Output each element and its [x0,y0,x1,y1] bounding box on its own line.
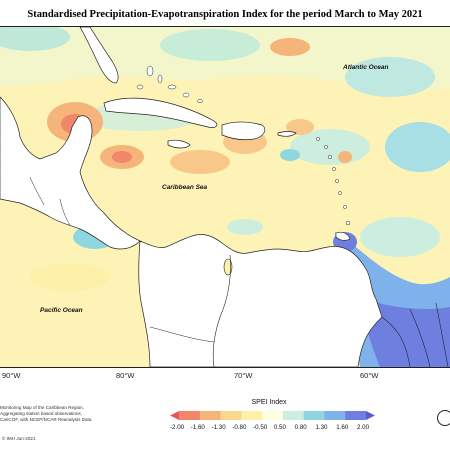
legend-swatch [170,411,179,420]
dry-core-central [112,151,132,163]
legend-tick-label: -1.60 [190,424,205,431]
bahamas-islands [136,65,203,103]
legend-color-bar-svg [170,411,375,420]
legend-swatch [345,411,367,420]
legend-swatch [220,411,242,420]
dry-zone-pr [286,119,314,135]
longitude-label-90w: 90°W [2,371,21,380]
legend-swatch [179,411,201,420]
copyright-text: © IMH Jun-2021 [2,436,36,441]
cuba-island [103,97,218,128]
guianas-border-3 [435,302,449,367]
label-caribbean-sea: Caribbean Sea [162,184,208,191]
wet-zone-atlantic [360,217,440,257]
longitude-label-60w: 60°W [360,371,379,380]
legend-title: SPEI Index [251,399,287,406]
dry-zone-jamaica [170,150,230,174]
legend-tick-label: 1.30 [315,424,328,431]
pacific-pale [30,263,110,291]
legend-tick-label: -0.50 [253,424,268,431]
legend-swatch [262,411,284,420]
credits-text: Monitoring Map of the Caribbean Region. … [0,405,91,423]
trinidad-island [335,231,351,241]
guianas-border-1 [381,316,411,367]
label-pacific-ocean: Pacific Ocean [40,307,83,314]
florida-landmass [79,27,119,84]
spei-map-canvas [0,27,450,367]
central-america-border-2 [29,176,45,206]
legend-tick-label: -2.00 [170,424,185,431]
cyan-blob-e [385,122,450,172]
colombia-venezuela-border [212,254,231,367]
wet-zone-vi [280,149,300,161]
puerto-rico-island [277,131,297,137]
hispaniola-island [221,121,266,141]
legend-swatch [241,411,263,420]
jamaica-island [167,139,191,149]
credits-line-3: CariCOF, with NCEP/NCAR Reanalysis Data [0,417,92,422]
legend-tick-label: 0.80 [294,424,307,431]
legend-tick-label: -0.80 [232,424,247,431]
legend-swatch [282,411,304,420]
wetter-zone-guianas [360,297,450,367]
legend-swatch [303,411,325,420]
lake-maracaibo [223,258,233,276]
agency-logo [437,410,450,426]
legend-tick-label: 2.00 [357,424,370,431]
label-atlantic-ocean: Atlantic Ocean [343,64,389,71]
credits-line-1: Monitoring Map of the Caribbean Region. [0,405,85,410]
dry-zone-antilles [338,151,352,163]
guianas-border-2 [409,308,431,367]
legend-swatch [199,411,221,420]
map-title: Standardised Precipitation-Evapotranspir… [27,9,423,20]
longitude-label-70w: 70°W [234,371,253,380]
cyan-blob-ne [345,57,435,97]
legend-swatch [324,411,346,420]
colombia-south-border [149,326,215,343]
credits-line-2: Aggregating station based observations, [0,411,82,416]
legend-tick-label: -1.30 [211,424,226,431]
wet-zone-abc [227,219,263,235]
longitude-label-80w: 80°W [116,371,135,380]
lesser-antilles-islands [316,137,351,226]
cyan-blob-n [160,29,260,61]
spei-map: Atlantic Ocean Caribbean Sea Pacific Oce… [0,26,450,368]
legend-swatch [366,411,375,420]
pacific-zone [0,277,150,367]
legend-tick-label: 1.60 [336,424,349,431]
central-america-landmass [0,96,141,250]
legend-color-bar [170,411,375,420]
dry-zone-north [270,38,310,56]
south-america-landmass [138,234,383,367]
cyan-blob-nw [0,27,70,51]
central-america-border-1 [59,198,71,226]
legend-tick-label: 0.50 [273,424,286,431]
